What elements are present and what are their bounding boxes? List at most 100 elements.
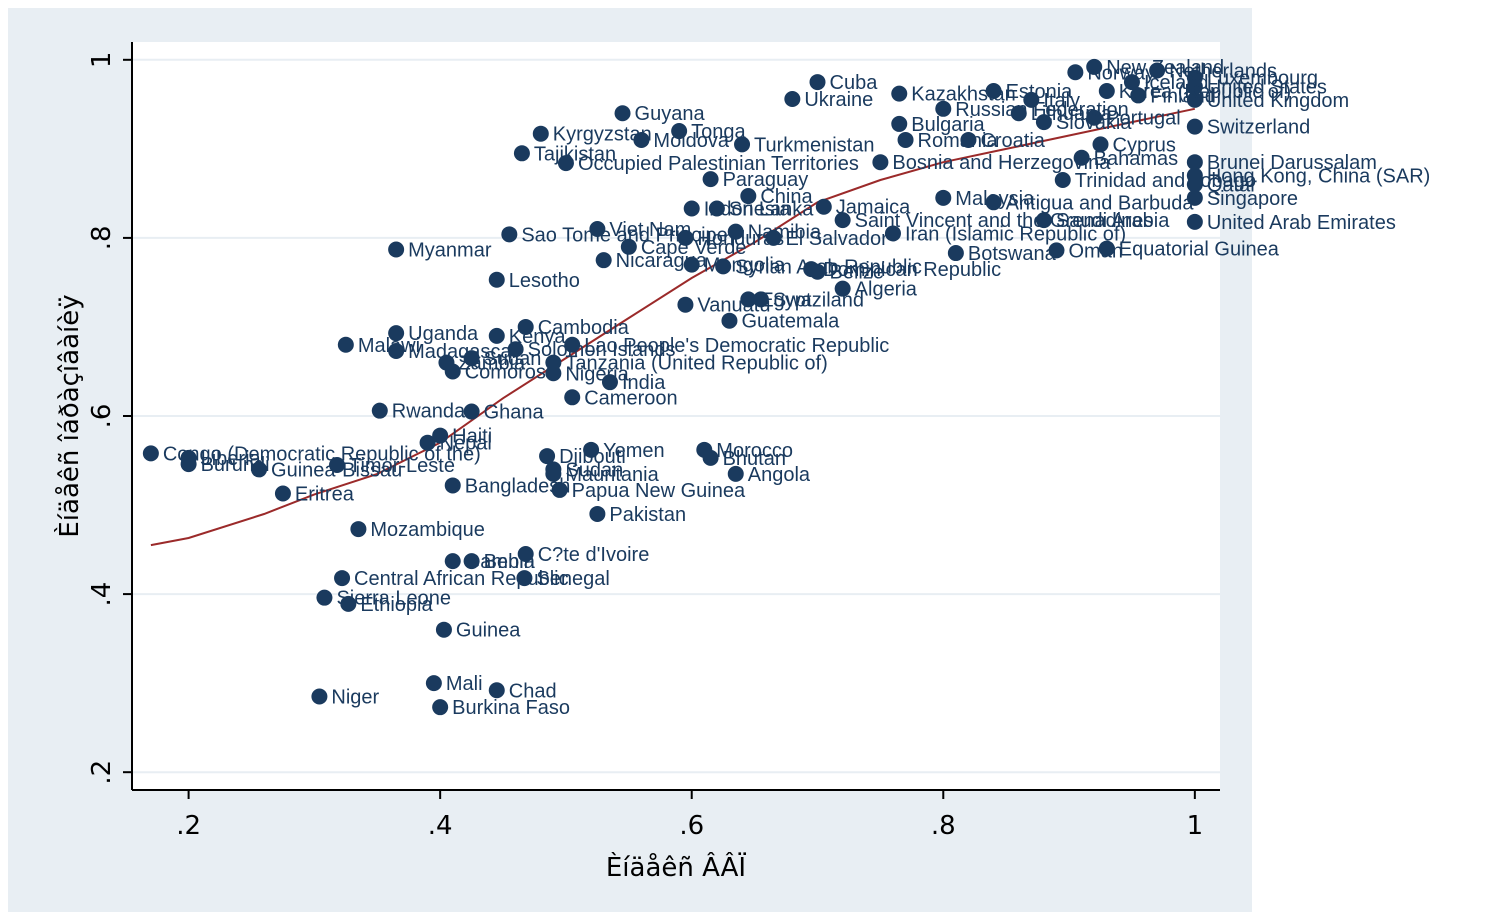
data-point: Estonia: [985, 81, 1073, 103]
y-tick-label: .2: [87, 760, 117, 785]
point-label: Bhutan: [723, 448, 786, 470]
point-marker: [463, 350, 480, 367]
data-point: Finland: [1130, 85, 1216, 107]
point-label: United States: [1207, 77, 1327, 99]
data-point: Bhutan: [702, 448, 786, 470]
point-marker: [564, 336, 581, 353]
point-label: Bangladesh: [465, 475, 571, 497]
point-label: Jamaica: [836, 197, 911, 219]
point-marker: [329, 456, 346, 473]
point-marker: [834, 280, 851, 297]
point-label: Portugal: [1106, 108, 1181, 130]
point-label: Sudan: [484, 348, 542, 370]
point-marker: [727, 465, 744, 482]
point-marker: [444, 363, 461, 380]
data-point: Gambia: [444, 551, 536, 573]
point-marker: [507, 341, 524, 358]
data-point: Guinea: [435, 620, 521, 642]
y-tick-label: .8: [87, 225, 117, 250]
point-label: Haiti: [452, 426, 492, 448]
point-label: Gambia: [465, 551, 536, 573]
point-marker: [1130, 87, 1147, 104]
point-label: Viet Nam: [609, 219, 691, 241]
data-point: Russian Federation: [935, 99, 1129, 121]
point-label: Cyprus: [1113, 134, 1176, 156]
data-point: Bangladesh: [444, 475, 571, 497]
point-label: Myanmar: [408, 239, 492, 261]
point-marker: [180, 456, 197, 473]
point-marker: [1098, 240, 1115, 257]
data-point: Lesotho: [488, 270, 580, 292]
point-marker: [488, 271, 505, 288]
point-label: Guatemala: [741, 311, 840, 333]
data-point: Kyrgyzstan: [532, 124, 652, 146]
x-tick-label: .2: [176, 811, 201, 841]
y-axis-title: Èíäåêñ îáðàçîâàíèÿ: [53, 294, 85, 537]
data-point: Madagascar: [388, 341, 519, 363]
point-marker: [985, 194, 1002, 211]
data-point: Guyana: [614, 103, 705, 125]
point-label: Lesotho: [509, 270, 580, 292]
point-marker: [740, 291, 757, 308]
point-marker: [444, 477, 461, 494]
point-label: India: [622, 372, 666, 394]
point-label: United Arab Emirates: [1207, 212, 1396, 234]
data-point: United Kingdom: [1186, 90, 1349, 112]
data-point: Sierra Leone: [316, 588, 451, 610]
data-point: Belize: [809, 262, 884, 284]
point-marker: [1098, 82, 1115, 99]
point-label: Iran (Islamic Republic of): [905, 223, 1126, 245]
point-label: Lithuania: [1031, 103, 1113, 125]
data-point: Singapore: [1186, 188, 1298, 210]
point-label: Tanzania (United Republic of): [565, 353, 827, 375]
data-point: Botswana: [947, 243, 1057, 265]
point-label: Cambodia: [538, 317, 630, 339]
data-point: Lao People's Democratic Republic: [564, 335, 889, 357]
data-point: Indonesia: [683, 199, 791, 221]
point-marker: [809, 263, 826, 280]
axes: [123, 42, 1220, 799]
point-label: Niger: [331, 687, 379, 709]
point-marker: [891, 115, 908, 132]
point-label: Qatar: [1207, 174, 1257, 196]
point-marker: [734, 136, 751, 153]
x-tick-label: 1: [1187, 811, 1204, 841]
data-point: Papua New Guinea: [551, 480, 746, 502]
point-label: China: [760, 186, 813, 208]
point-label: Sao Tome and Principe: [521, 224, 727, 246]
point-label: Ghana: [484, 402, 545, 424]
point-marker: [702, 171, 719, 188]
data-points: Congo (Democratic Republic of the)Liberi…: [142, 57, 1430, 719]
point-label: Central African Republic: [354, 568, 569, 590]
data-point: Netherlands: [1149, 60, 1277, 82]
point-marker: [1149, 62, 1166, 79]
data-point: Yemen: [583, 440, 665, 462]
point-label: Timor-Leste: [349, 455, 455, 477]
point-label: Mali: [446, 673, 483, 695]
point-label: Guinea: [456, 620, 521, 642]
point-label: Sudan: [565, 459, 623, 481]
point-label: Croatia: [980, 130, 1045, 152]
point-marker: [601, 374, 618, 391]
point-marker: [784, 90, 801, 107]
data-point: Cambodia: [517, 317, 630, 339]
data-point: Equatorial Guinea: [1098, 239, 1280, 261]
data-point: Swaziland: [752, 289, 864, 311]
point-label: Eritrea: [295, 483, 355, 505]
point-marker: [1092, 136, 1109, 153]
point-label: Comoros: [465, 361, 546, 383]
point-label: Cape Verde: [641, 237, 747, 259]
point-marker: [1086, 109, 1103, 126]
point-label: Korea (Republic of): [1119, 81, 1291, 103]
point-label: Liberia: [201, 448, 262, 470]
point-marker: [702, 449, 719, 466]
point-label: Honduras: [697, 228, 784, 250]
point-marker: [960, 131, 977, 148]
data-point: Iceland: [1123, 72, 1208, 94]
point-label: Sri Lanka: [729, 199, 814, 221]
data-point: Tanzania (United Republic of): [545, 353, 828, 375]
data-point: India: [601, 372, 666, 394]
point-marker: [708, 200, 725, 217]
data-point: Sri Lanka: [708, 199, 814, 221]
